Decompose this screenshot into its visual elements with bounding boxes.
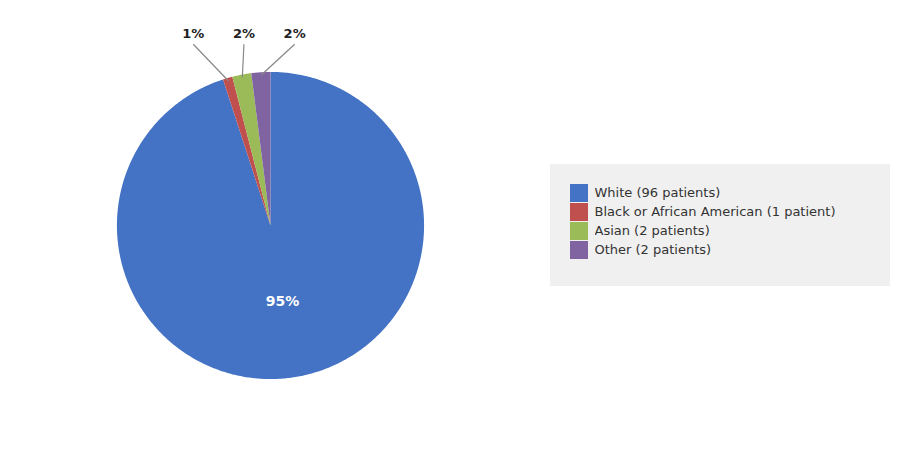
svg-text:2%: 2%: [233, 26, 255, 41]
svg-text:95%: 95%: [266, 293, 300, 309]
html-text:Asian (2 patients): Asian (2 patients): [594, 223, 710, 239]
svg-text:1%: 1%: [182, 26, 204, 41]
html-text:White (96 patients): White (96 patients): [594, 185, 721, 201]
html-text:Black or African American (1 p: Black or African American (1 patient): [594, 204, 836, 220]
svg-text:2%: 2%: [284, 26, 306, 41]
html-text:Other (2 patients): Other (2 patients): [594, 242, 712, 258]
